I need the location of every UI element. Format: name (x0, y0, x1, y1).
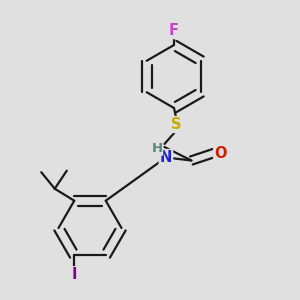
Text: O: O (214, 146, 227, 160)
Text: S: S (171, 117, 181, 132)
Text: N: N (160, 150, 172, 165)
Text: I: I (71, 267, 77, 282)
Text: F: F (169, 23, 179, 38)
Text: H: H (151, 142, 163, 155)
